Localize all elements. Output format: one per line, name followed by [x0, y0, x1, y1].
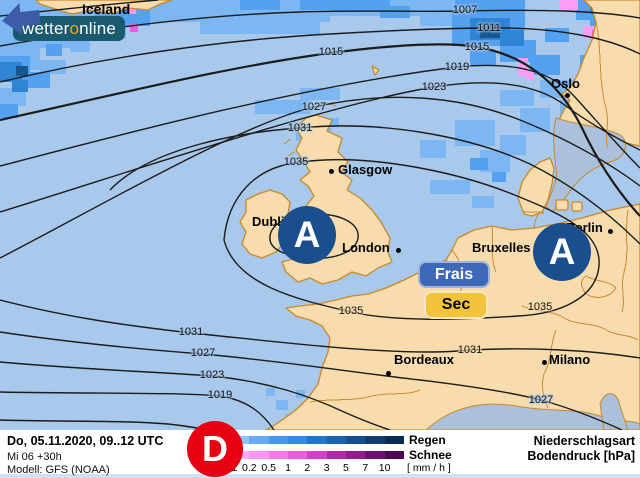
land-iceland — [35, 0, 173, 15]
legend-title-precip-type: Niederschlagsart — [533, 434, 635, 448]
island-faroe — [371, 65, 380, 76]
scale-segment — [268, 436, 288, 444]
scale-segment — [326, 436, 346, 444]
scale-segment — [365, 451, 385, 459]
scale-segment — [249, 451, 269, 459]
scale-segment — [365, 436, 385, 444]
sea-mediterranean — [425, 403, 640, 430]
snow-color-scale — [230, 451, 404, 459]
frais-annotation: Frais — [418, 261, 490, 288]
scale-segment — [268, 451, 288, 459]
scale-segment — [345, 451, 366, 459]
valid-time-label: Do, 05.11.2020, 09..12 UTC — [7, 434, 164, 448]
logo-text-o: o — [69, 18, 80, 38]
scale-segment — [287, 451, 308, 459]
scale-tick-label: 10 — [378, 462, 391, 474]
wind-direction-arrow-icon — [2, 3, 41, 35]
forecast-map[interactable]: 1007 1011 1015 1015 1019 1023 1027 1031 1035 1035… — [0, 0, 640, 430]
model-name-label: Modell: GFS (NOAA) — [7, 464, 110, 476]
rain-color-scale — [230, 436, 404, 444]
wetteronline-logo[interactable]: wetter o nline — [13, 16, 126, 41]
scale-segment — [345, 436, 366, 444]
model-run-label: Mi 06 +30h — [7, 451, 62, 463]
scale-segment — [287, 436, 308, 444]
sec-annotation: Sec — [424, 291, 488, 319]
scale-segment — [249, 436, 269, 444]
rain-scale-label: Regen — [409, 433, 446, 447]
scale-segment — [326, 451, 346, 459]
scale-segment — [307, 451, 327, 459]
sea-kattegat — [545, 117, 626, 213]
legend-title-pressure: Bodendruck [hPa] — [527, 449, 635, 463]
scale-tick-label: 0.2 — [242, 462, 257, 474]
scale-unit-label: [ mm / h ] — [407, 462, 451, 474]
scale-tick-label: 3 — [323, 462, 330, 474]
scale-segment — [384, 436, 404, 444]
land-ireland — [239, 189, 293, 259]
map-canvas — [0, 0, 640, 430]
legend-footer: Do, 05.11.2020, 09..12 UTC Mi 06 +30h Mo… — [0, 421, 640, 478]
d-logo-badge[interactable]: D — [187, 421, 243, 477]
scale-tick-label: 7 — [362, 462, 369, 474]
scale-tick-label: 1 — [285, 462, 291, 474]
logo-text-nline: nline — [79, 18, 117, 38]
isobars — [0, 0, 640, 430]
scale-tick-label: 5 — [343, 462, 349, 474]
scale-tick-label: 0.5 — [261, 462, 276, 474]
region-label-iceland: Iceland — [82, 1, 131, 17]
snow-scale-label: Schnee — [409, 448, 452, 462]
scale-segment — [384, 451, 404, 459]
sea-adriatic — [599, 393, 629, 430]
scale-tick-label: 2 — [304, 462, 311, 474]
scale-segment — [307, 436, 327, 444]
